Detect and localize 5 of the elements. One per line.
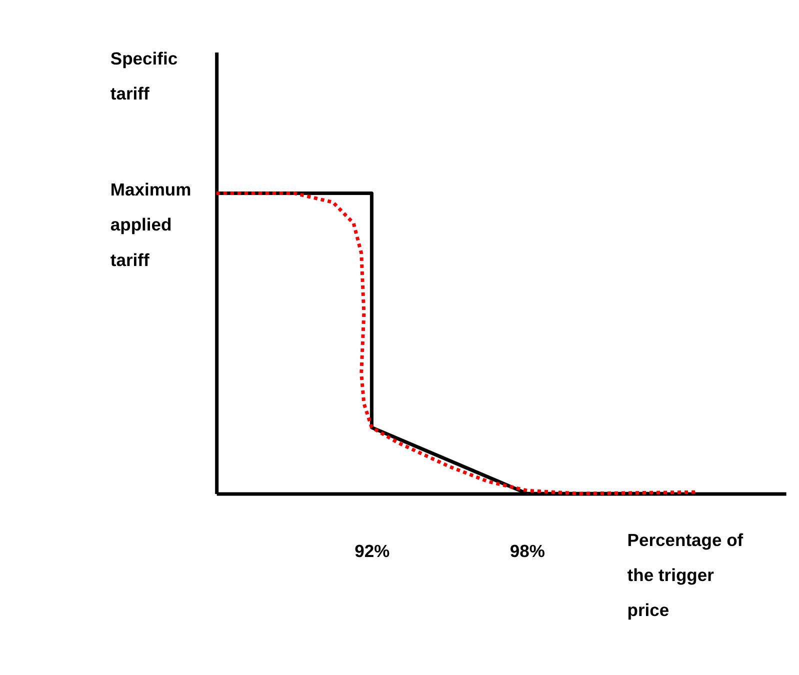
x-tick-label: 98% bbox=[510, 541, 546, 562]
text: Specific tariff bbox=[110, 48, 178, 104]
text: Maximum applied tariff bbox=[110, 180, 192, 270]
x-axis-title: Percentage of the trigger price bbox=[627, 530, 744, 620]
x-tick-label: 92% bbox=[354, 541, 390, 562]
